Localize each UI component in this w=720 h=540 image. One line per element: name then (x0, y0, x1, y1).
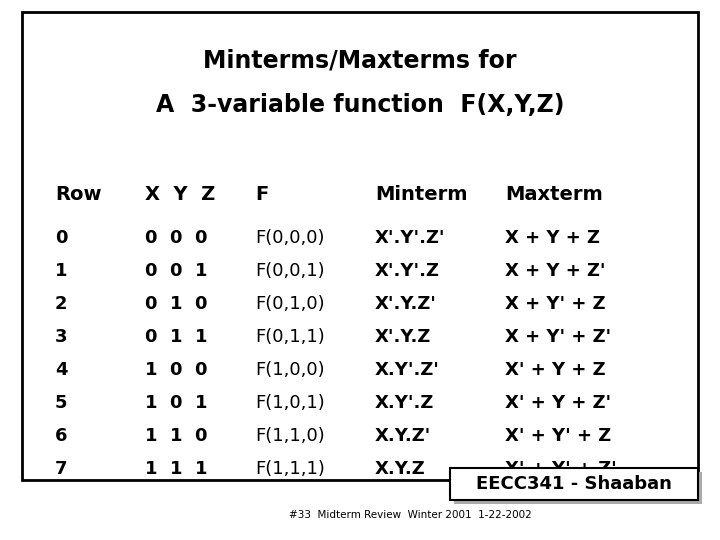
Text: X.Y'.Z: X.Y'.Z (375, 394, 434, 412)
Text: F(1,0,1): F(1,0,1) (255, 394, 325, 412)
Text: #33  Midterm Review  Winter 2001  1-22-2002: #33 Midterm Review Winter 2001 1-22-2002 (289, 510, 531, 520)
Bar (450, 468, 698, 500)
Text: F: F (255, 186, 269, 205)
Text: X.Y.Z': X.Y.Z' (375, 427, 431, 445)
Text: Maxterm: Maxterm (505, 186, 603, 205)
Text: F(0,1,1): F(0,1,1) (255, 328, 325, 346)
Text: 1: 1 (55, 262, 68, 280)
Text: Minterm: Minterm (375, 186, 467, 205)
Text: F(1,1,1): F(1,1,1) (255, 460, 325, 478)
Text: F(0,0,0): F(0,0,0) (255, 229, 325, 247)
Text: X.Y'.Z': X.Y'.Z' (375, 361, 440, 379)
Text: X  Y  Z: X Y Z (145, 186, 215, 205)
Text: 1  1  0: 1 1 0 (145, 427, 207, 445)
Text: 1  0  1: 1 0 1 (145, 394, 207, 412)
Text: X' + Y + Z': X' + Y + Z' (505, 394, 611, 412)
Text: X'.Y.Z: X'.Y.Z (375, 328, 431, 346)
Text: X' + Y' + Z': X' + Y' + Z' (505, 460, 617, 478)
Text: 0  1  1: 0 1 1 (145, 328, 207, 346)
Text: X + Y + Z: X + Y + Z (505, 229, 600, 247)
Text: A  3-variable function  F(X,Y,Z): A 3-variable function F(X,Y,Z) (156, 93, 564, 117)
Text: 7: 7 (55, 460, 68, 478)
Text: X'.Y'.Z: X'.Y'.Z (375, 262, 440, 280)
Bar (22, 12, 698, 480)
Text: X' + Y + Z: X' + Y + Z (505, 361, 606, 379)
Text: F(0,1,0): F(0,1,0) (255, 295, 325, 313)
Text: X.Y.Z: X.Y.Z (375, 460, 426, 478)
Text: Minterms/Maxterms for: Minterms/Maxterms for (203, 48, 517, 72)
Text: X' + Y' + Z: X' + Y' + Z (505, 427, 611, 445)
Text: F(1,0,0): F(1,0,0) (255, 361, 325, 379)
Text: 4: 4 (55, 361, 68, 379)
Text: 2: 2 (55, 295, 68, 313)
Text: EECC341 - Shaaban: EECC341 - Shaaban (476, 475, 672, 493)
Text: X + Y' + Z: X + Y' + Z (505, 295, 606, 313)
Text: 0  0  1: 0 0 1 (145, 262, 207, 280)
Text: X + Y' + Z': X + Y' + Z' (505, 328, 611, 346)
Text: X'.Y'.Z': X'.Y'.Z' (375, 229, 446, 247)
Text: X'.Y.Z': X'.Y.Z' (375, 295, 437, 313)
Text: F(1,1,0): F(1,1,0) (255, 427, 325, 445)
Text: X + Y + Z': X + Y + Z' (505, 262, 606, 280)
Text: 3: 3 (55, 328, 68, 346)
Text: 1  0  0: 1 0 0 (145, 361, 207, 379)
Text: 1  1  1: 1 1 1 (145, 460, 207, 478)
Text: 0  0  0: 0 0 0 (145, 229, 207, 247)
Text: 0: 0 (55, 229, 68, 247)
Text: F(0,0,1): F(0,0,1) (255, 262, 325, 280)
Bar (454, 472, 702, 504)
Text: 6: 6 (55, 427, 68, 445)
Text: Row: Row (55, 186, 102, 205)
Text: 5: 5 (55, 394, 68, 412)
Text: 0  1  0: 0 1 0 (145, 295, 207, 313)
